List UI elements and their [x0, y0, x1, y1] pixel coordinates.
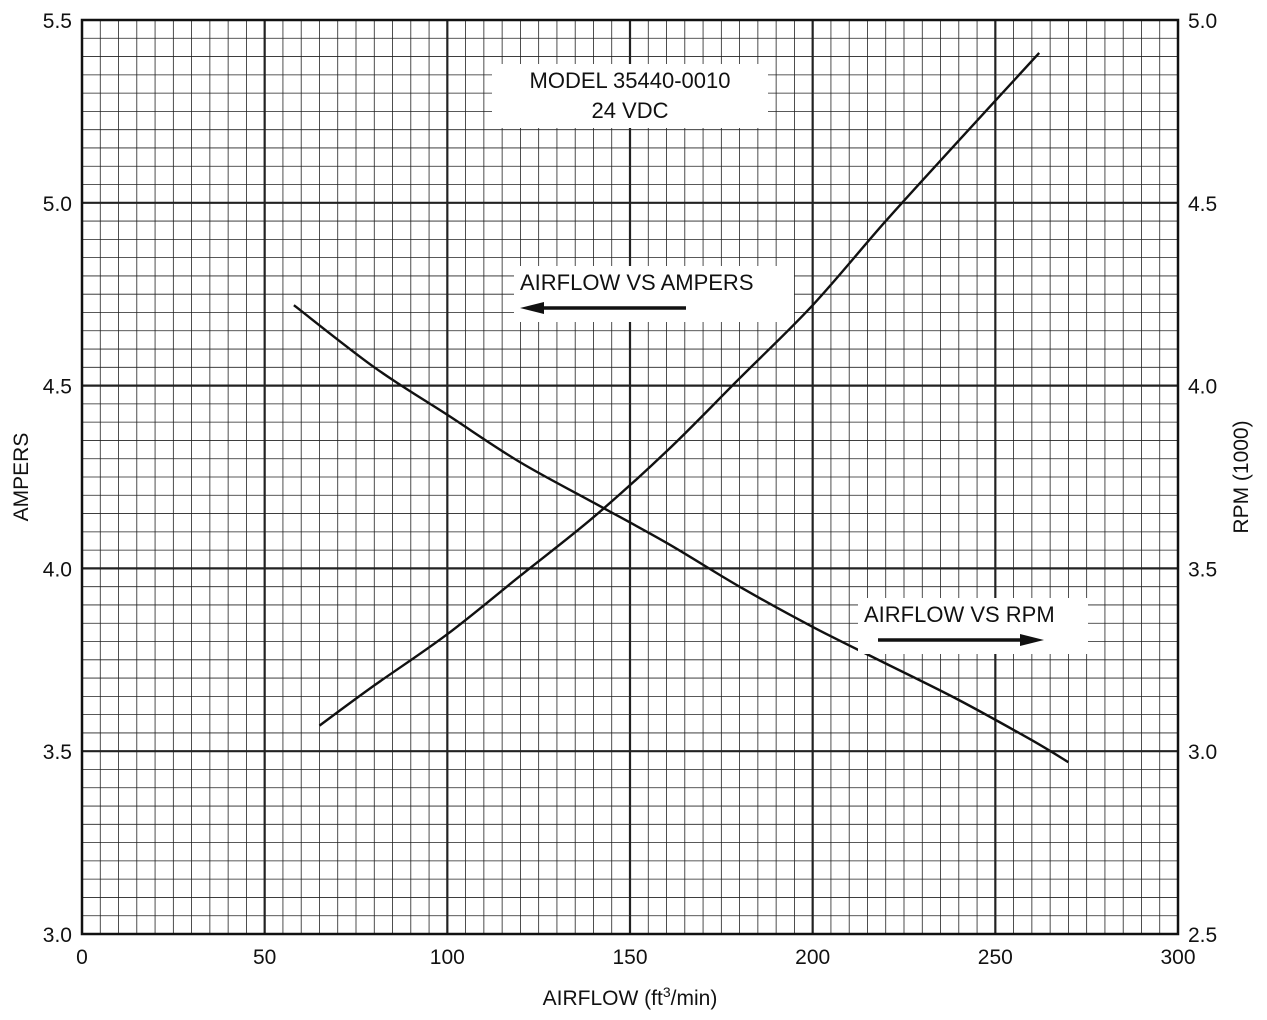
- y-axis-left-label: AMPERS: [10, 433, 33, 522]
- annotation-ampers-label: AIRFLOW VS AMPERS: [520, 270, 754, 295]
- x-axis-label: AIRFLOW (ft3/min): [543, 984, 718, 1010]
- major-grid: [82, 20, 1178, 934]
- arrow-right-icon: [878, 634, 1044, 646]
- tick-labels: 0 50 100 150 200 250 300 3.0 3.5 4.0 4.5 5.0 5.5 2.5 3…: [43, 10, 1217, 969]
- x-axis-label-main: AIRFLOW (ft: [543, 987, 663, 1010]
- x-tick-label: 300: [1160, 946, 1195, 969]
- x-tick-label: 100: [430, 946, 465, 969]
- arrow-left-icon: [520, 302, 686, 314]
- title-box: MODEL 35440-0010 24 VDC: [492, 64, 768, 128]
- y-right-tick-label: 3.0: [1188, 741, 1217, 764]
- arrow-left-head: [520, 302, 544, 314]
- y-right-tick-label: 4.0: [1188, 376, 1217, 399]
- plot-frame: [80, 18, 1180, 936]
- annotation-ampers: AIRFLOW VS AMPERS: [514, 266, 794, 322]
- y-left-tick-label: 3.0: [43, 924, 72, 947]
- x-tick-label: 150: [612, 946, 647, 969]
- y-right-tick-label: 3.5: [1188, 558, 1217, 581]
- annotation-ampers-background: [514, 266, 794, 322]
- series-line-rpm: [318, 52, 1041, 727]
- x-axis-label-tail: /min): [671, 987, 718, 1010]
- series-line-ampers: [293, 304, 1070, 764]
- x-tick-label: 250: [978, 946, 1013, 969]
- arrow-right-head: [1020, 634, 1044, 646]
- y-left-tick-label: 5.0: [43, 193, 72, 216]
- y-right-tick-label: 4.5: [1188, 193, 1217, 216]
- series-layer: [293, 52, 1070, 764]
- y-left-tick-label: 3.5: [43, 741, 72, 764]
- annotation-rpm-background: [858, 598, 1088, 654]
- x-tick-label: 200: [795, 946, 830, 969]
- chart-subtitle: 24 VDC: [591, 98, 668, 123]
- y-left-tick-label: 4.0: [43, 558, 72, 581]
- x-axis-label-superscript: 3: [663, 984, 671, 1000]
- y-right-tick-label: 5.0: [1188, 10, 1217, 33]
- y-left-tick-label: 5.5: [43, 10, 72, 33]
- title-background: [492, 64, 768, 128]
- x-tick-label: 50: [253, 946, 276, 969]
- y-right-tick-label: 2.5: [1188, 924, 1217, 947]
- x-tick-label: 0: [76, 946, 88, 969]
- y-axis-right-label: RPM (1000): [1230, 420, 1253, 533]
- annotation-rpm-label: AIRFLOW VS RPM: [864, 602, 1055, 627]
- annotation-rpm: AIRFLOW VS RPM: [858, 598, 1088, 654]
- y-left-tick-label: 4.5: [43, 376, 72, 399]
- chart-title: MODEL 35440-0010: [530, 68, 731, 93]
